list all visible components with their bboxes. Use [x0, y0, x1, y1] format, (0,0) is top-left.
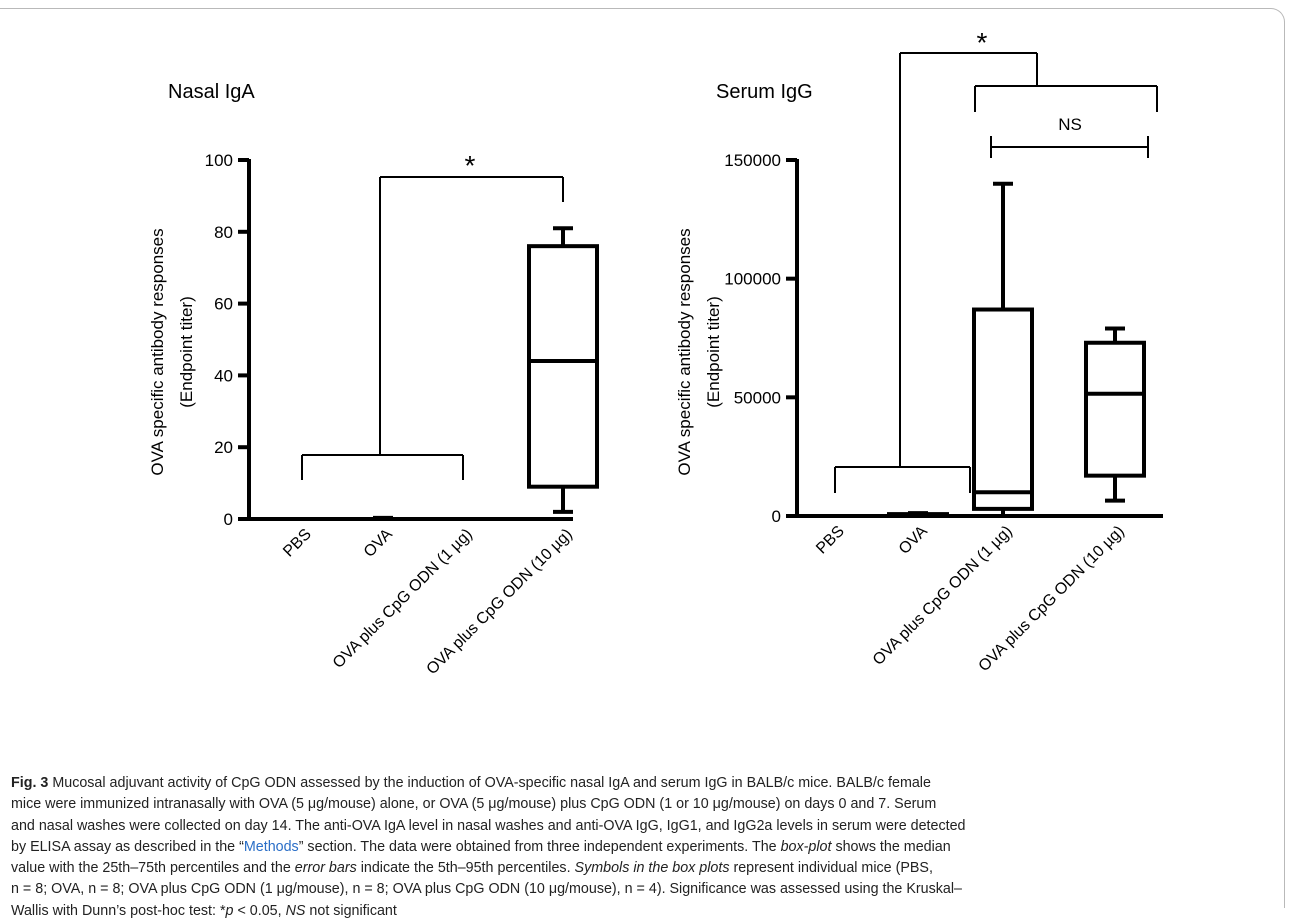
caption-text: n = 8; OVA, n = 8; OVA plus CpG ODN (1 μ…: [11, 881, 962, 898]
caption-text: not significant: [305, 902, 397, 919]
caption-line: Fig. 3 Mucosal adjuvant activity of CpG …: [11, 773, 1281, 794]
caption-text: box-plot: [780, 838, 832, 855]
figure-chart: Nasal IgA OVA specific antibody responses…: [148, 27, 1163, 678]
caption-text: by ELISA assay as described in the “: [11, 838, 244, 855]
caption-line: and nasal washes were collected on day 1…: [11, 816, 1281, 837]
chart0-category-label-0: PBS: [280, 526, 315, 561]
methods-link[interactable]: Methods: [243, 838, 299, 855]
caption-text: value with the 25th–75th percentiles and…: [11, 860, 295, 877]
chart0-box-0: [268, 517, 336, 521]
chart1-box-1: [887, 511, 949, 518]
chart1-box-0: [806, 514, 864, 518]
chart1-box-2-iqr: [972, 307, 1034, 511]
caption-text: < 0.05,: [233, 902, 286, 919]
chart0-ytick-label-4: 80: [214, 223, 233, 242]
caption-fig-label: Fig. 3: [11, 775, 49, 791]
caption-line: Wallis with Dunn’s post-hoc test: *p < 0…: [11, 901, 1281, 922]
chart1-panel: Serum IgG OVA specific antibody responses…: [675, 81, 1163, 675]
chart1-box-2: [972, 181, 1034, 518]
chart1-annotation-1-label: NS: [1058, 115, 1082, 134]
caption-text: ” section. The data were obtained from t…: [298, 838, 781, 855]
chart0-ytick-label-2: 40: [214, 366, 233, 385]
caption-line: by ELISA assay as described in the “Meth…: [11, 837, 1281, 858]
chart1-ytick-label-1: 50000: [734, 388, 781, 407]
caption-text: mice were immunized intranasally with OV…: [11, 796, 937, 813]
chart0-category-label-1: OVA: [361, 526, 396, 561]
chart1-box-3-iqr: [1084, 340, 1146, 478]
caption-text: error bars: [294, 860, 357, 877]
chart0-title: Nasal IgA: [168, 81, 255, 103]
caption-text: and nasal washes were collected on day 1…: [11, 817, 966, 834]
chart0-ylabel-line-0: OVA specific antibody responses: [148, 228, 167, 475]
chart0-ytick-label-3: 60: [214, 295, 233, 314]
chart1-category-label-1: OVA: [896, 523, 931, 558]
chart0-box-2: [429, 517, 497, 521]
caption-text: indicate the 5th–95th percentiles.: [356, 860, 575, 877]
caption-text: Symbols in the box plots: [574, 860, 730, 877]
caption-line: mice were immunized intranasally with OV…: [11, 794, 1281, 815]
chart0-ytick-label-0: 0: [224, 510, 233, 529]
figure-frame: [0, 8, 1285, 908]
chart0-ytick-label-5: 100: [205, 151, 233, 170]
chart1-category-label-0: PBS: [813, 523, 848, 558]
chart1-ytick-label-0: 0: [772, 507, 781, 526]
caption-text: NS: [285, 902, 306, 919]
caption-line: n = 8; OVA, n = 8; OVA plus CpG ODN (1 μ…: [11, 879, 1281, 900]
chart1-box-3: [1084, 326, 1146, 503]
chart0-box-1: [349, 515, 417, 521]
chart1-ylabel-line-1: (Endpoint titer): [704, 296, 723, 408]
chart0-panel: Nasal IgA OVA specific antibody responses…: [148, 81, 599, 678]
caption-text: represent individual mice (PBS,: [729, 860, 933, 877]
chart1-annotation-0-label: *: [977, 27, 988, 58]
chart0-box-3: [527, 226, 599, 514]
chart0-ytick-label-1: 20: [214, 438, 233, 457]
chart1-ytick-label-3: 150000: [724, 151, 781, 170]
chart0-annotation-0-label: *: [465, 150, 476, 181]
chart0-ylabel-line-1: (Endpoint titer): [177, 296, 196, 408]
caption-text: Wallis with Dunn’s post-hoc test: *: [11, 902, 226, 919]
caption-text: p: [225, 902, 234, 919]
chart1-ytick-label-2: 100000: [724, 270, 781, 289]
caption-text: Mucosal adjuvant activity of CpG ODN ass…: [52, 775, 931, 791]
caption-text: shows the median: [831, 838, 951, 855]
chart1-title: Serum IgG: [716, 81, 813, 103]
chart0-box-3-iqr: [527, 244, 599, 489]
caption-line: value with the 25th–75th percentiles and…: [11, 858, 1281, 879]
chart1-ylabel-line-0: OVA specific antibody responses: [675, 228, 694, 475]
